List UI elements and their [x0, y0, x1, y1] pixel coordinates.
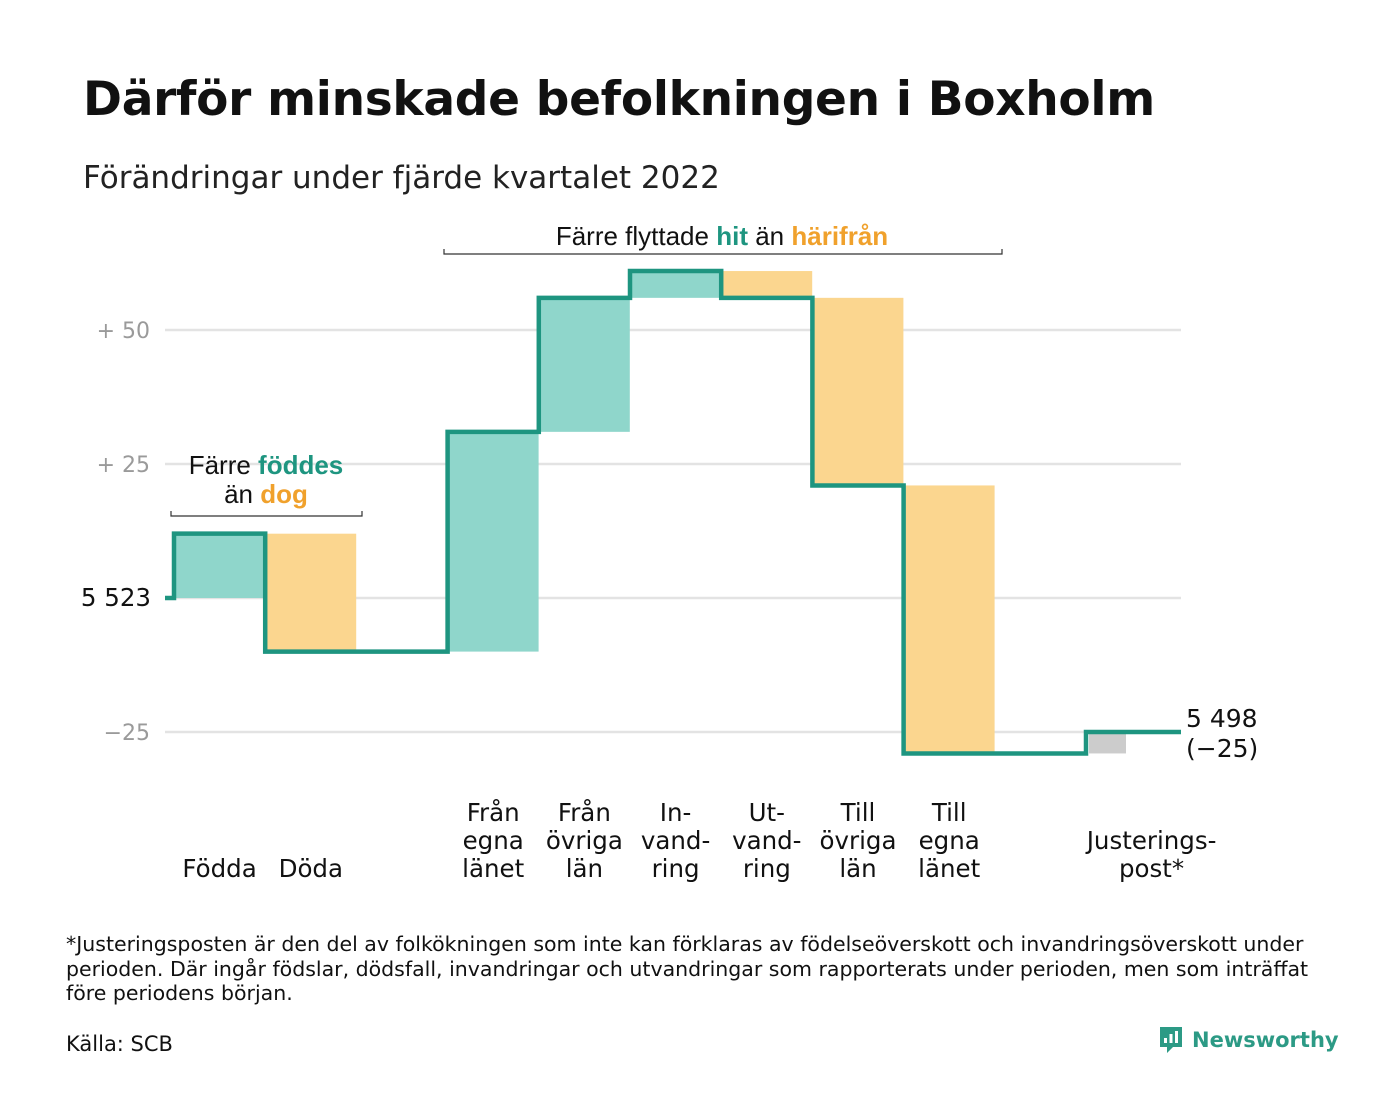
category-label: Döda: [279, 854, 343, 883]
category-label: post*: [1119, 854, 1184, 883]
category-label: övriga: [820, 826, 897, 855]
category-label: Justerings-: [1085, 826, 1217, 855]
waterfall-bar: [265, 533, 357, 652]
category-label: egna: [463, 826, 524, 855]
category-label: län: [839, 854, 876, 883]
category-label: länet: [462, 854, 524, 883]
category-label: egna: [919, 826, 980, 855]
newsworthy-logo-icon: [1160, 1027, 1182, 1053]
category-label: Från: [558, 798, 611, 827]
migration-annotation: Färre flyttade hit än härifrån: [556, 221, 888, 251]
y-tick-label: + 25: [97, 453, 150, 478]
cumulative-step-line: [165, 268, 1181, 756]
category-label: Till: [840, 798, 876, 827]
start-value-label: 5 523: [81, 583, 151, 612]
category-label: vand-: [641, 826, 710, 855]
category-label: Födda: [182, 854, 256, 883]
category-label: ring: [743, 854, 791, 883]
waterfall-bar: [903, 485, 995, 754]
waterfall-bar: [174, 533, 265, 598]
waterfall-bar: [447, 431, 539, 652]
footnote: *Justeringsposten är den del av folkökni…: [66, 932, 1309, 1005]
y-tick-label: −25: [104, 721, 150, 746]
waterfall-bar: [630, 271, 721, 298]
category-label: Till: [931, 798, 967, 827]
category-label: Ut-: [749, 798, 785, 827]
birth-annotation-line2: än dog: [224, 479, 308, 509]
waterfall-bar: [1089, 732, 1126, 754]
end-change-label: (−25): [1186, 734, 1258, 763]
waterfall-chart: + 50+ 25−25 Födda DödaFrånegnalänetFrånöv…: [81, 221, 1258, 883]
y-tick-label: + 50: [97, 319, 150, 344]
waterfall-bar: [812, 297, 904, 486]
category-label: In-: [660, 798, 692, 827]
waterfall-bar: [721, 271, 813, 298]
category-label: länet: [918, 854, 980, 883]
birth-annotation-line1: Färre föddes: [189, 450, 344, 480]
source-note: Källa: SCB: [66, 1032, 173, 1056]
category-label: ring: [652, 854, 700, 883]
newsworthy-logo: Newsworthy: [1158, 1025, 1339, 1055]
category-label: övriga: [546, 826, 623, 855]
migration-annotation-bracket: [443, 249, 1003, 255]
category-label: län: [566, 854, 603, 883]
chart-subtitle: Förändringar under fjärde kvartalet 2022: [83, 160, 720, 196]
waterfall-bar: [538, 297, 630, 432]
chart-title: Därför minskade befolkningen i Boxholm: [83, 72, 1155, 127]
logo-text: Newsworthy: [1192, 1028, 1339, 1052]
category-label: Från: [467, 798, 520, 827]
birth-annotation-bracket: [170, 511, 363, 517]
category-label: vand-: [732, 826, 801, 855]
end-value-label: 5 498: [1186, 704, 1258, 733]
